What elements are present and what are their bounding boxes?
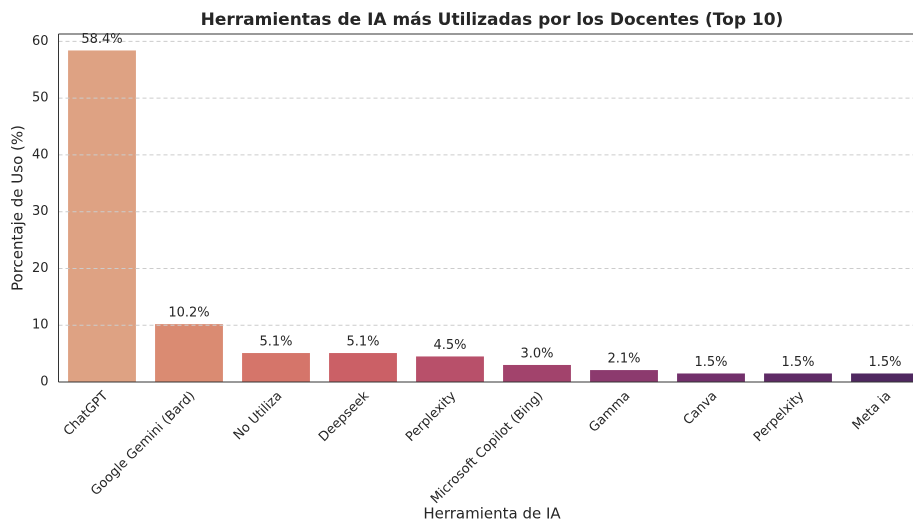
y-axis-label: Porcentaje de Uso (%) — [9, 125, 27, 291]
plot-area — [68, 50, 913, 383]
x-tick-label: ChatGPT — [61, 389, 111, 439]
bar — [764, 373, 832, 382]
bar — [155, 324, 223, 382]
bar — [503, 364, 571, 382]
y-tick-label: 40 — [32, 147, 49, 162]
value-label: 5.1% — [259, 335, 292, 350]
bar — [590, 370, 658, 382]
chart-title: Herramientas de IA más Utilizadas por lo… — [201, 10, 784, 30]
value-label: 1.5% — [781, 355, 814, 370]
x-tick-label: Gamma — [586, 389, 633, 436]
value-label: 1.5% — [694, 355, 727, 370]
bar — [851, 373, 913, 382]
y-tick-label: 60 — [32, 34, 49, 49]
value-label: 2.1% — [607, 352, 640, 367]
value-label: 1.5% — [868, 355, 901, 370]
x-tick-label: Deepseek — [316, 388, 373, 445]
y-tick-label: 20 — [32, 261, 49, 276]
y-tick-label: 0 — [40, 375, 48, 390]
value-label: 58.4% — [81, 32, 122, 47]
value-label: 10.2% — [168, 306, 209, 321]
x-tick-label: Meta ia — [850, 389, 895, 434]
bar — [68, 50, 136, 383]
x-tick-label: Canva — [681, 389, 721, 429]
bar — [416, 356, 484, 382]
x-tick-label: Perplexity — [403, 388, 459, 444]
y-tick-label: 10 — [32, 318, 49, 333]
bar — [677, 373, 745, 382]
value-label: 3.0% — [520, 346, 553, 361]
y-tick-label: 30 — [32, 204, 49, 219]
x-tick-label: No Utiliza — [231, 389, 285, 443]
bar — [329, 353, 397, 382]
x-axis-label: Herramienta de IA — [423, 505, 561, 523]
value-label: 4.5% — [433, 338, 466, 353]
bar — [242, 353, 310, 382]
y-tick-label: 50 — [32, 91, 49, 106]
x-tick-label: Perpelxity — [751, 388, 808, 445]
value-label: 5.1% — [346, 335, 379, 350]
